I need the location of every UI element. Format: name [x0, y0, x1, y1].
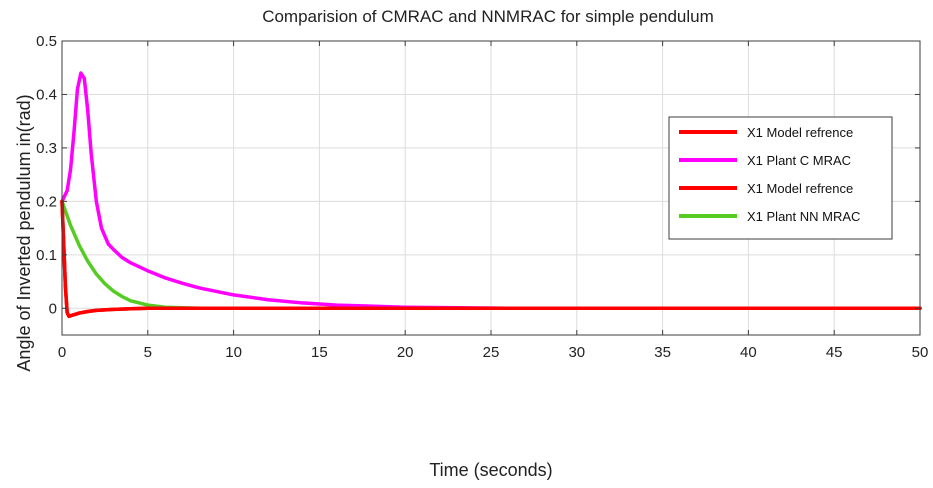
x-tick-label: 50: [912, 344, 929, 361]
x-axis-label: Time (seconds): [429, 460, 552, 480]
x-tick-label: 35: [654, 344, 671, 361]
y-tick-label: 0: [49, 300, 57, 317]
y-tick-label: 0.4: [36, 86, 57, 103]
legend-box: [668, 116, 893, 240]
legend-entry: X1 Plant NN MRAC: [747, 209, 860, 224]
x-tick-label: 0: [58, 344, 66, 361]
x-tick-label: 20: [397, 344, 414, 361]
legend-entry: X1 Model refrence: [747, 181, 853, 196]
legend-entry: X1 Model refrence: [747, 125, 853, 140]
legend-entry: X1 Plant C MRAC: [747, 153, 851, 168]
x-tick-label: 45: [826, 344, 843, 361]
y-tick-label: 0.3: [36, 140, 57, 157]
y-tick-label: 0.5: [36, 33, 57, 50]
x-tick-label: 40: [740, 344, 757, 361]
x-tick-label: 10: [225, 344, 242, 361]
x-tick-label: 25: [483, 344, 500, 361]
x-tick-label: 5: [144, 344, 152, 361]
chart-title: Comparision of CMRAC and NNMRAC for simp…: [262, 7, 714, 26]
y-axis: 0 0.1 0.2 0.3 0.4 0.5: [36, 33, 920, 317]
series-layer: [60, 71, 922, 319]
series-line-2: [60, 199, 922, 319]
x-axis: 0 5 10 15 20 25 30 35 40 45 50: [58, 41, 929, 361]
y-tick-label: 0.2: [36, 193, 57, 210]
y-axis-label: Angle of Inverted pendulum in(rad): [14, 94, 34, 371]
x-tick-label: 15: [311, 344, 328, 361]
y-tick-label: 0.1: [36, 247, 57, 264]
legend: X1 Model refrence X1 Plant C MRAC X1 Model…: [668, 116, 893, 240]
x-tick-label: 30: [568, 344, 585, 361]
